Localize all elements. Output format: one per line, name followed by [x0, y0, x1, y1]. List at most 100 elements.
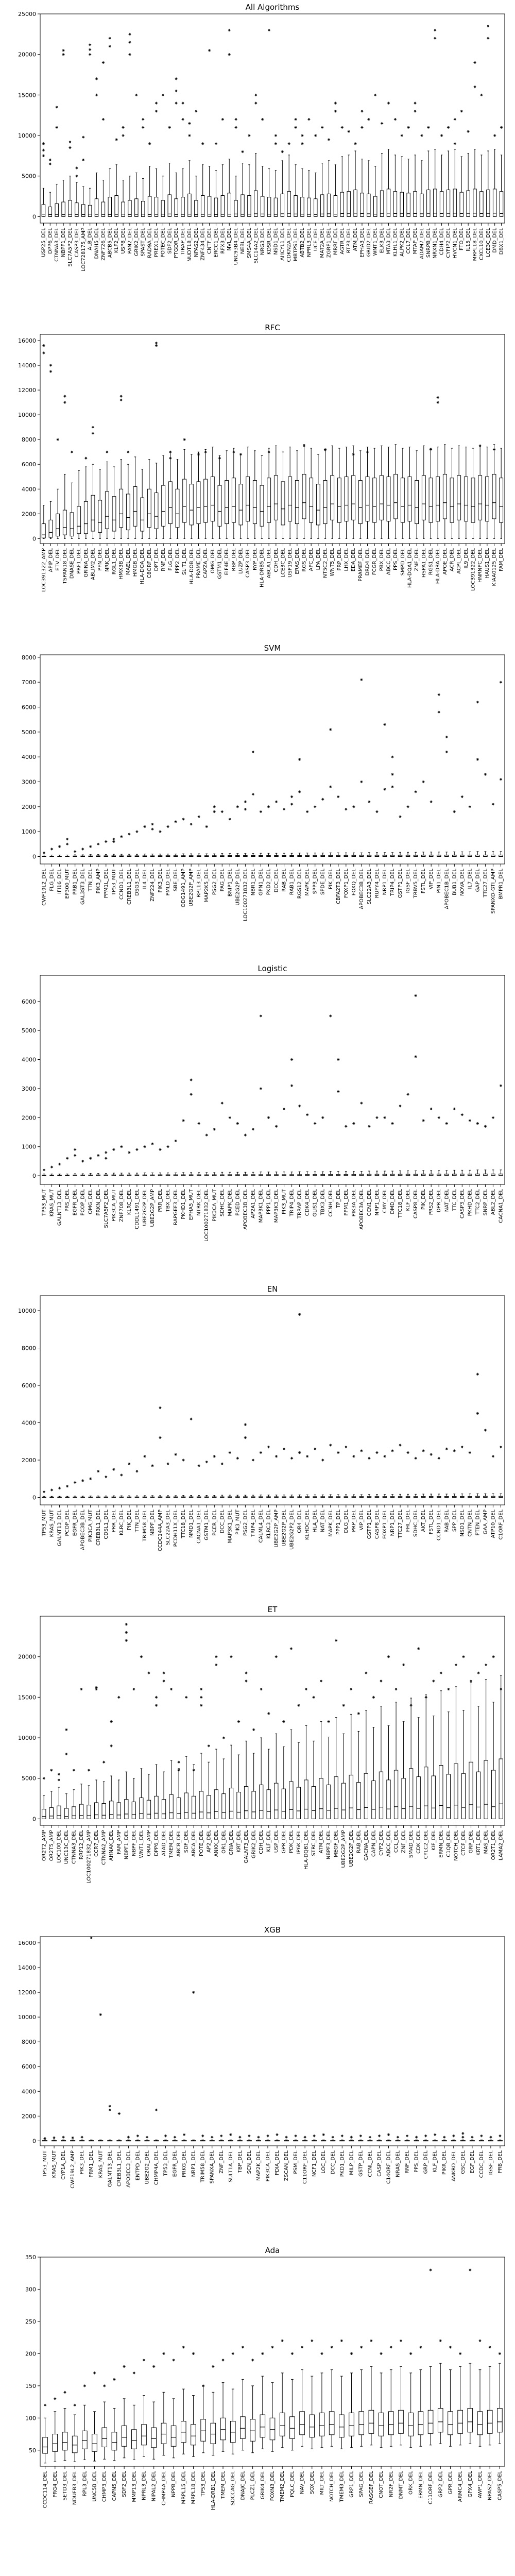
box-ACPL_DEL — [457, 445, 461, 539]
x-tick-label: PRAMEF_DEL — [358, 548, 364, 582]
box-KRAS_MUT — [49, 1488, 54, 1498]
chart-title: Logistic — [258, 964, 287, 973]
box-PSM_DEL — [293, 2134, 299, 2142]
x-tick-label: DBX1_DEL — [499, 228, 505, 255]
box-TTN_DEL — [88, 845, 93, 857]
box-PPP1_DEL — [266, 1116, 271, 1176]
outlier-point — [329, 785, 332, 788]
x-tick-label: CASP3_DEL — [245, 548, 251, 578]
x-tick-label: HLA-DRB5_DEL — [260, 548, 265, 587]
outlier-point — [159, 1436, 162, 1439]
x-tick-label: KLF_DEL — [433, 2150, 438, 2173]
x-tick-label: OR4_DEL — [297, 1510, 303, 1533]
outlier-point — [172, 2359, 175, 2362]
x-tick-label: ATP10_DEL — [490, 1510, 496, 1538]
box-body — [101, 1803, 106, 1819]
x-tick-label: ERMN_DEL — [418, 2471, 424, 2499]
box-body — [477, 2411, 483, 2435]
x-tick-label: PSG2_DEL — [243, 1510, 248, 1536]
outlier-point — [74, 850, 77, 853]
outlier-point — [276, 2133, 279, 2136]
outlier-point — [71, 2136, 74, 2139]
x-tick-label: HLA-DOB_DEL — [189, 548, 195, 585]
x-tick-label: GRP1_DEL — [349, 2471, 355, 2498]
x-tick-label: DLG_DEL — [344, 1510, 349, 1533]
outlier-point — [260, 1688, 263, 1691]
x-tick-label: ORAI_AMP — [146, 1830, 152, 1856]
x-tick-label: MAPK_DEL — [328, 1510, 334, 1537]
box-body — [126, 494, 130, 531]
box-body — [492, 473, 496, 519]
box-body — [81, 204, 85, 217]
outlier-point — [460, 1113, 464, 1116]
outlier-point — [62, 53, 65, 56]
y-tick-label: 15000 — [18, 92, 36, 98]
box-DNAJC_DEL — [240, 2346, 246, 2451]
x-tick-label: FLG_DEL — [168, 548, 174, 571]
box-body — [267, 197, 271, 217]
x-tick-label: FOXN3_DEL — [270, 2471, 276, 2501]
box-USP25_DEL — [41, 142, 46, 217]
box-CCL_DEL — [393, 1688, 399, 1819]
y-tick-label: 0 — [32, 854, 36, 860]
x-tick-label: PIK3A_DEL — [351, 1189, 357, 1217]
x-tick-label: UNC93B4_DEL — [233, 228, 239, 265]
outlier-point — [307, 117, 311, 121]
box-body — [424, 1767, 428, 1819]
box-KRAS_MUT — [98, 2013, 104, 2142]
box-body — [436, 476, 440, 522]
x-tick-label: MAEL_DEL — [126, 548, 131, 575]
y-tick-label: 4000 — [22, 486, 36, 493]
box-ORK_DEL — [408, 2352, 414, 2448]
box-TMEM_DEL — [169, 1688, 174, 1819]
outlier-point — [197, 815, 200, 818]
x-tick-label: ABLIM2_DEL — [91, 548, 96, 580]
outlier-point — [151, 827, 154, 831]
x-tick-label: SLC22A3_DEL — [367, 869, 372, 905]
box-NRG3_DEL — [260, 117, 265, 217]
x-tick-label: PRKN_DEL — [96, 1189, 101, 1216]
box-CACNA1_DEL — [499, 1084, 503, 1176]
box-DNASE_DEL — [70, 450, 74, 539]
x-tick-label: SLC22A3_DEL — [165, 1510, 171, 1546]
outlier-point — [162, 1680, 165, 1683]
box-CREB3L1_DEL — [127, 833, 132, 857]
x-tick-label: SPP_DEL — [452, 1510, 457, 1532]
box-IL7_DEL — [468, 805, 472, 857]
box-body — [454, 1763, 458, 1819]
box-RPL13_DEL — [196, 815, 201, 857]
outlier-point — [453, 1107, 456, 1110]
outlier-point — [424, 2134, 427, 2138]
box-body — [62, 2432, 68, 2451]
x-tick-label: KRT_DEL — [236, 1830, 242, 1853]
outlier-point — [102, 1760, 106, 1764]
box-LOC391322_DEL — [471, 448, 475, 539]
y-tick-label: 2000 — [22, 2113, 36, 2120]
x-tick-label: GRINA_DEL — [83, 548, 89, 578]
outlier-point — [491, 803, 495, 806]
box-APC_DEL — [309, 448, 314, 539]
x-tick-label: PRR_DEL — [111, 1510, 117, 1533]
box-body — [230, 2421, 236, 2443]
outlier-point — [81, 1479, 84, 1482]
box-body — [70, 512, 74, 537]
x-tick-label: UNC13C_DEL — [64, 1830, 70, 1865]
box-NOTCH_DEL — [329, 2346, 335, 2447]
outlier-point — [301, 142, 304, 145]
x-tick-label: RRP12_DEL — [79, 1830, 84, 1860]
box-NRP1_DEL — [390, 1449, 395, 1498]
box-PPM1_DEL — [344, 1125, 349, 1176]
x-tick-label: SNRP_DEL — [483, 1189, 488, 1216]
box-LPA_DEL — [316, 454, 320, 539]
outlier-point — [135, 1148, 139, 1151]
x-tick-label: ABCC_DEL — [386, 548, 392, 575]
box-KLHL1_DEL — [393, 117, 398, 217]
outlier-point — [82, 135, 85, 139]
outlier-point — [142, 126, 145, 129]
x-tick-label: TRIM58_DEL — [142, 1510, 148, 1542]
outlier-point — [128, 1151, 131, 1154]
outlier-point — [402, 1663, 405, 1667]
x-tick-label: NBPF_DEL — [131, 1830, 137, 1856]
outlier-point — [169, 1688, 173, 1691]
outlier-point — [120, 1145, 123, 1148]
